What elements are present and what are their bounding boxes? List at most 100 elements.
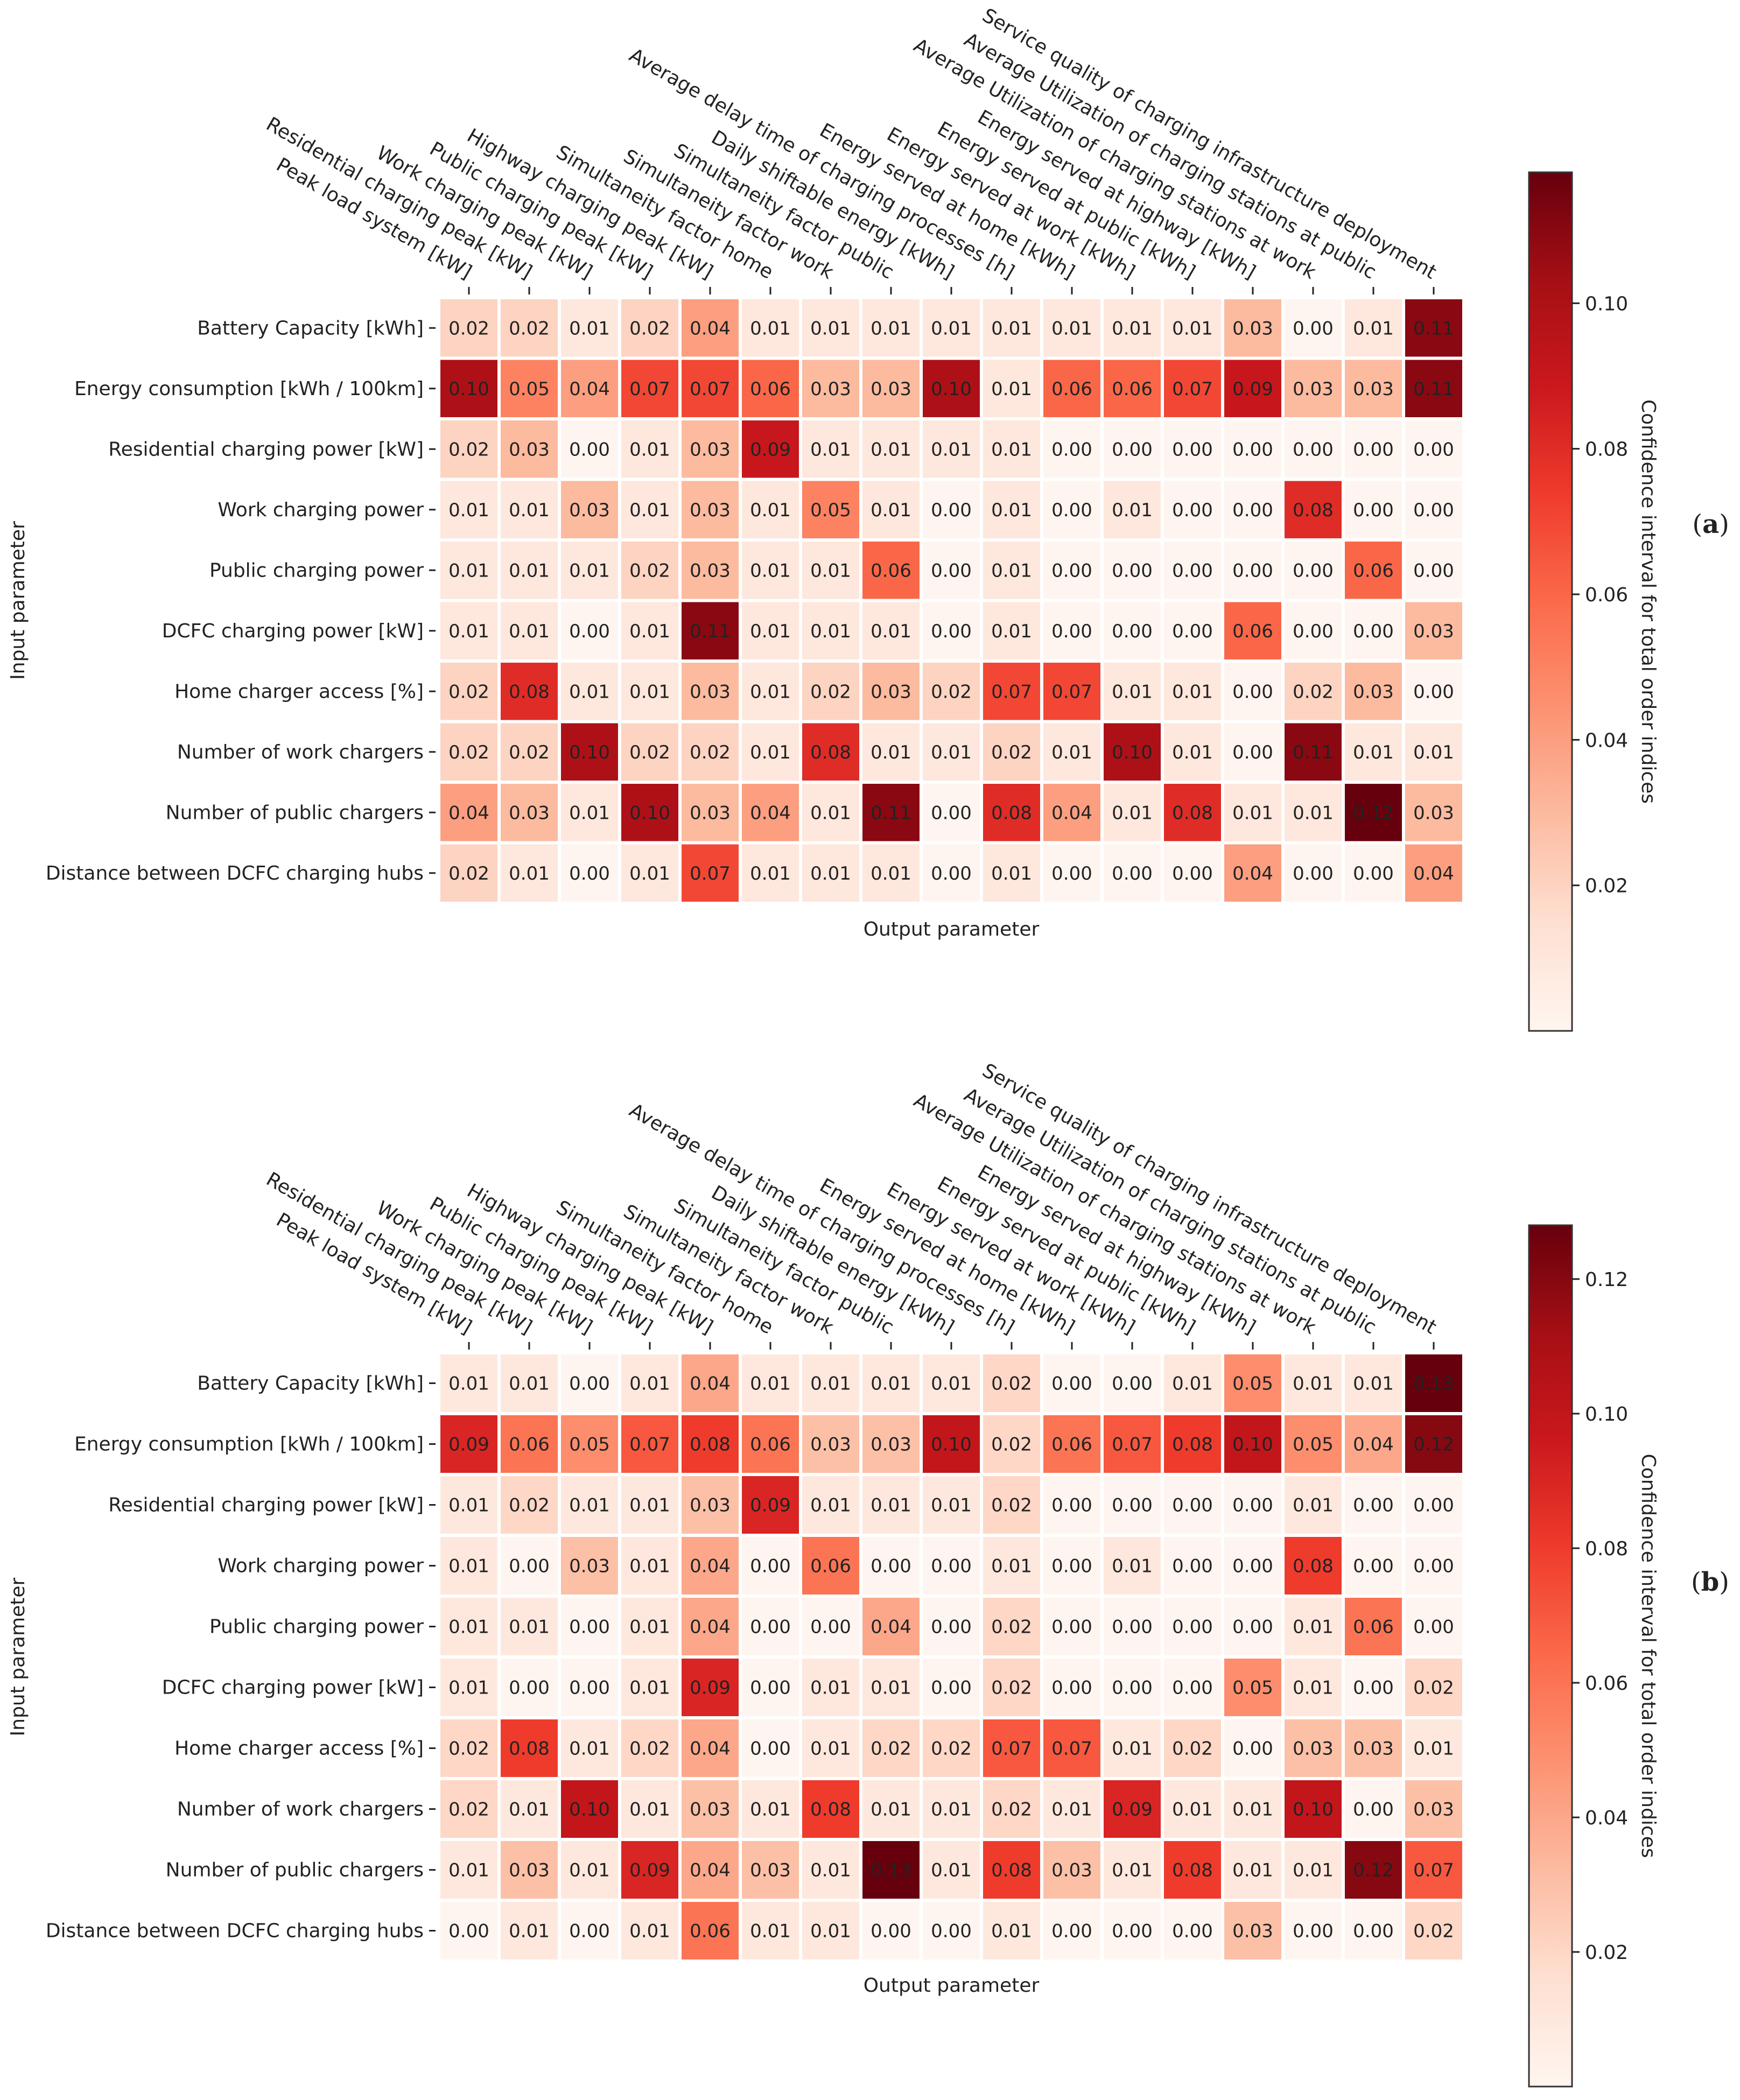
cell-value-label: 0.02 — [448, 1738, 489, 1760]
heatmap-cell — [440, 1780, 497, 1838]
heatmap-cell — [862, 1659, 920, 1716]
cell-value-label: 0.01 — [1353, 1373, 1394, 1395]
heatmap-cell — [983, 784, 1040, 841]
heatmap-cell — [1224, 723, 1281, 781]
heatmap-cell — [742, 1659, 799, 1716]
cell-value-label: 0.00 — [1413, 500, 1454, 521]
row-label: Number of work chargers — [177, 741, 424, 763]
heatmap-cell — [1043, 1659, 1100, 1716]
heatmap-cell — [1164, 1659, 1221, 1716]
cell-value-label: 0.05 — [1232, 1373, 1273, 1395]
heatmap-cell — [1164, 360, 1221, 417]
heatmap-cell — [802, 663, 859, 720]
cell-value-label: 0.01 — [629, 1921, 670, 1942]
heatmap-cell — [923, 1537, 980, 1595]
cell-value-label: 0.01 — [1112, 1860, 1153, 1881]
heatmap-cell — [742, 542, 799, 599]
heatmap-cell — [1285, 1902, 1342, 1959]
heatmap-cell — [561, 663, 618, 720]
cell-value-label: 0.07 — [1112, 1434, 1153, 1456]
heatmap-cell — [1164, 602, 1221, 659]
heatmap-cell — [621, 420, 678, 478]
cell-value-label: 0.01 — [810, 560, 851, 581]
heatmap-cell — [501, 663, 558, 720]
cell-value-label: 0.04 — [569, 378, 610, 400]
cell-value-label: 0.00 — [1353, 500, 1394, 521]
heatmap-cell — [1104, 481, 1161, 538]
colorbar-tick-label: 0.06 — [1585, 584, 1628, 606]
cell-value-label: 0.00 — [1112, 1495, 1153, 1516]
cell-value-label: 0.12 — [1353, 1860, 1394, 1881]
heatmap-cell — [1224, 1415, 1281, 1473]
cell-value-label: 0.00 — [931, 1677, 972, 1699]
cell-value-label: 0.01 — [810, 1921, 851, 1942]
heatmap-cell — [561, 1354, 618, 1412]
heatmap-cell — [621, 299, 678, 357]
heatmap-cell — [1285, 663, 1342, 720]
heatmap-cell — [1224, 1476, 1281, 1534]
cell-value-label: 0.01 — [569, 560, 610, 581]
heatmap-cell — [1043, 542, 1100, 599]
cell-value-label: 0.06 — [1353, 560, 1394, 581]
heatmap-cell — [501, 844, 558, 902]
cell-value-label: 0.02 — [629, 1738, 670, 1760]
heatmap-cell — [802, 844, 859, 902]
cell-value-label: 0.01 — [871, 1373, 911, 1395]
heatmap-cell — [621, 1598, 678, 1655]
heatmap-cell — [501, 1598, 558, 1655]
cell-value-label: 0.00 — [871, 1921, 911, 1942]
colorbar-tick-label: 0.06 — [1585, 1673, 1628, 1695]
heatmap-cell — [1104, 1659, 1161, 1716]
colorbar-tick-label: 0.02 — [1585, 1942, 1628, 1964]
heatmap-cell — [742, 784, 799, 841]
cell-value-label: 0.01 — [871, 1677, 911, 1699]
cell-value-label: 0.01 — [810, 1677, 851, 1699]
heatmap-cell — [440, 1598, 497, 1655]
heatmap-cell — [1345, 1598, 1402, 1655]
heatmap-cell — [1164, 420, 1221, 478]
heatmap-cell — [1345, 844, 1402, 902]
cell-value-label: 0.01 — [1232, 1799, 1273, 1821]
heatmap-cell — [862, 1415, 920, 1473]
cell-value-label: 0.00 — [1293, 1921, 1334, 1942]
heatmap-cell — [983, 723, 1040, 781]
heatmap-cell — [440, 420, 497, 478]
cell-value-label: 0.03 — [690, 560, 731, 581]
heatmap-panel-b: 0.01 0.01 0.00 0.01 0.04 0.01 0.01 0.01 0.01 0.02… — [7, 1059, 1729, 2088]
heatmap-cell — [742, 1354, 799, 1412]
heatmap-cell — [621, 1841, 678, 1899]
heatmap-cell — [983, 663, 1040, 720]
heatmap-cell — [1405, 784, 1462, 841]
heatmap-cell — [1405, 1415, 1462, 1473]
heatmap-cell — [742, 360, 799, 417]
heatmap-cell — [1285, 1476, 1342, 1534]
heatmap-cell — [1224, 481, 1281, 538]
cell-value-label: 0.01 — [629, 1799, 670, 1821]
cell-value-label: 0.04 — [690, 318, 731, 339]
heatmap-cell — [923, 1841, 980, 1899]
cell-value-label: 0.06 — [690, 1921, 731, 1942]
heatmap-cell — [440, 1659, 497, 1716]
cell-value-label: 0.01 — [1172, 742, 1213, 763]
cell-value-label: 0.01 — [448, 1677, 489, 1699]
row-label: DCFC charging power [kW] — [162, 620, 424, 642]
cell-value-label: 0.01 — [1112, 1556, 1153, 1577]
heatmap-cell — [862, 663, 920, 720]
cell-value-label: 0.01 — [871, 439, 911, 460]
heatmap-cell — [1164, 723, 1221, 781]
cell-value-label: 0.00 — [1232, 1738, 1273, 1760]
cell-value-label: 0.01 — [1112, 500, 1153, 521]
heatmap-cell — [923, 1354, 980, 1412]
heatmap-cell — [742, 420, 799, 478]
heatmap-cell — [802, 723, 859, 781]
cell-value-label: 0.09 — [690, 1677, 731, 1699]
heatmap-cell — [1345, 1841, 1402, 1899]
heatmap-cell — [1405, 1902, 1462, 1959]
cell-value-label: 0.00 — [569, 1677, 610, 1699]
cell-value-label: 0.02 — [991, 742, 1032, 763]
heatmap-cell — [1285, 481, 1342, 538]
cell-value-label: 0.01 — [810, 1860, 851, 1881]
cell-value-label: 0.01 — [1232, 1860, 1273, 1881]
cell-value-label: 0.00 — [871, 1556, 911, 1577]
heatmap-cell — [1285, 1841, 1342, 1899]
